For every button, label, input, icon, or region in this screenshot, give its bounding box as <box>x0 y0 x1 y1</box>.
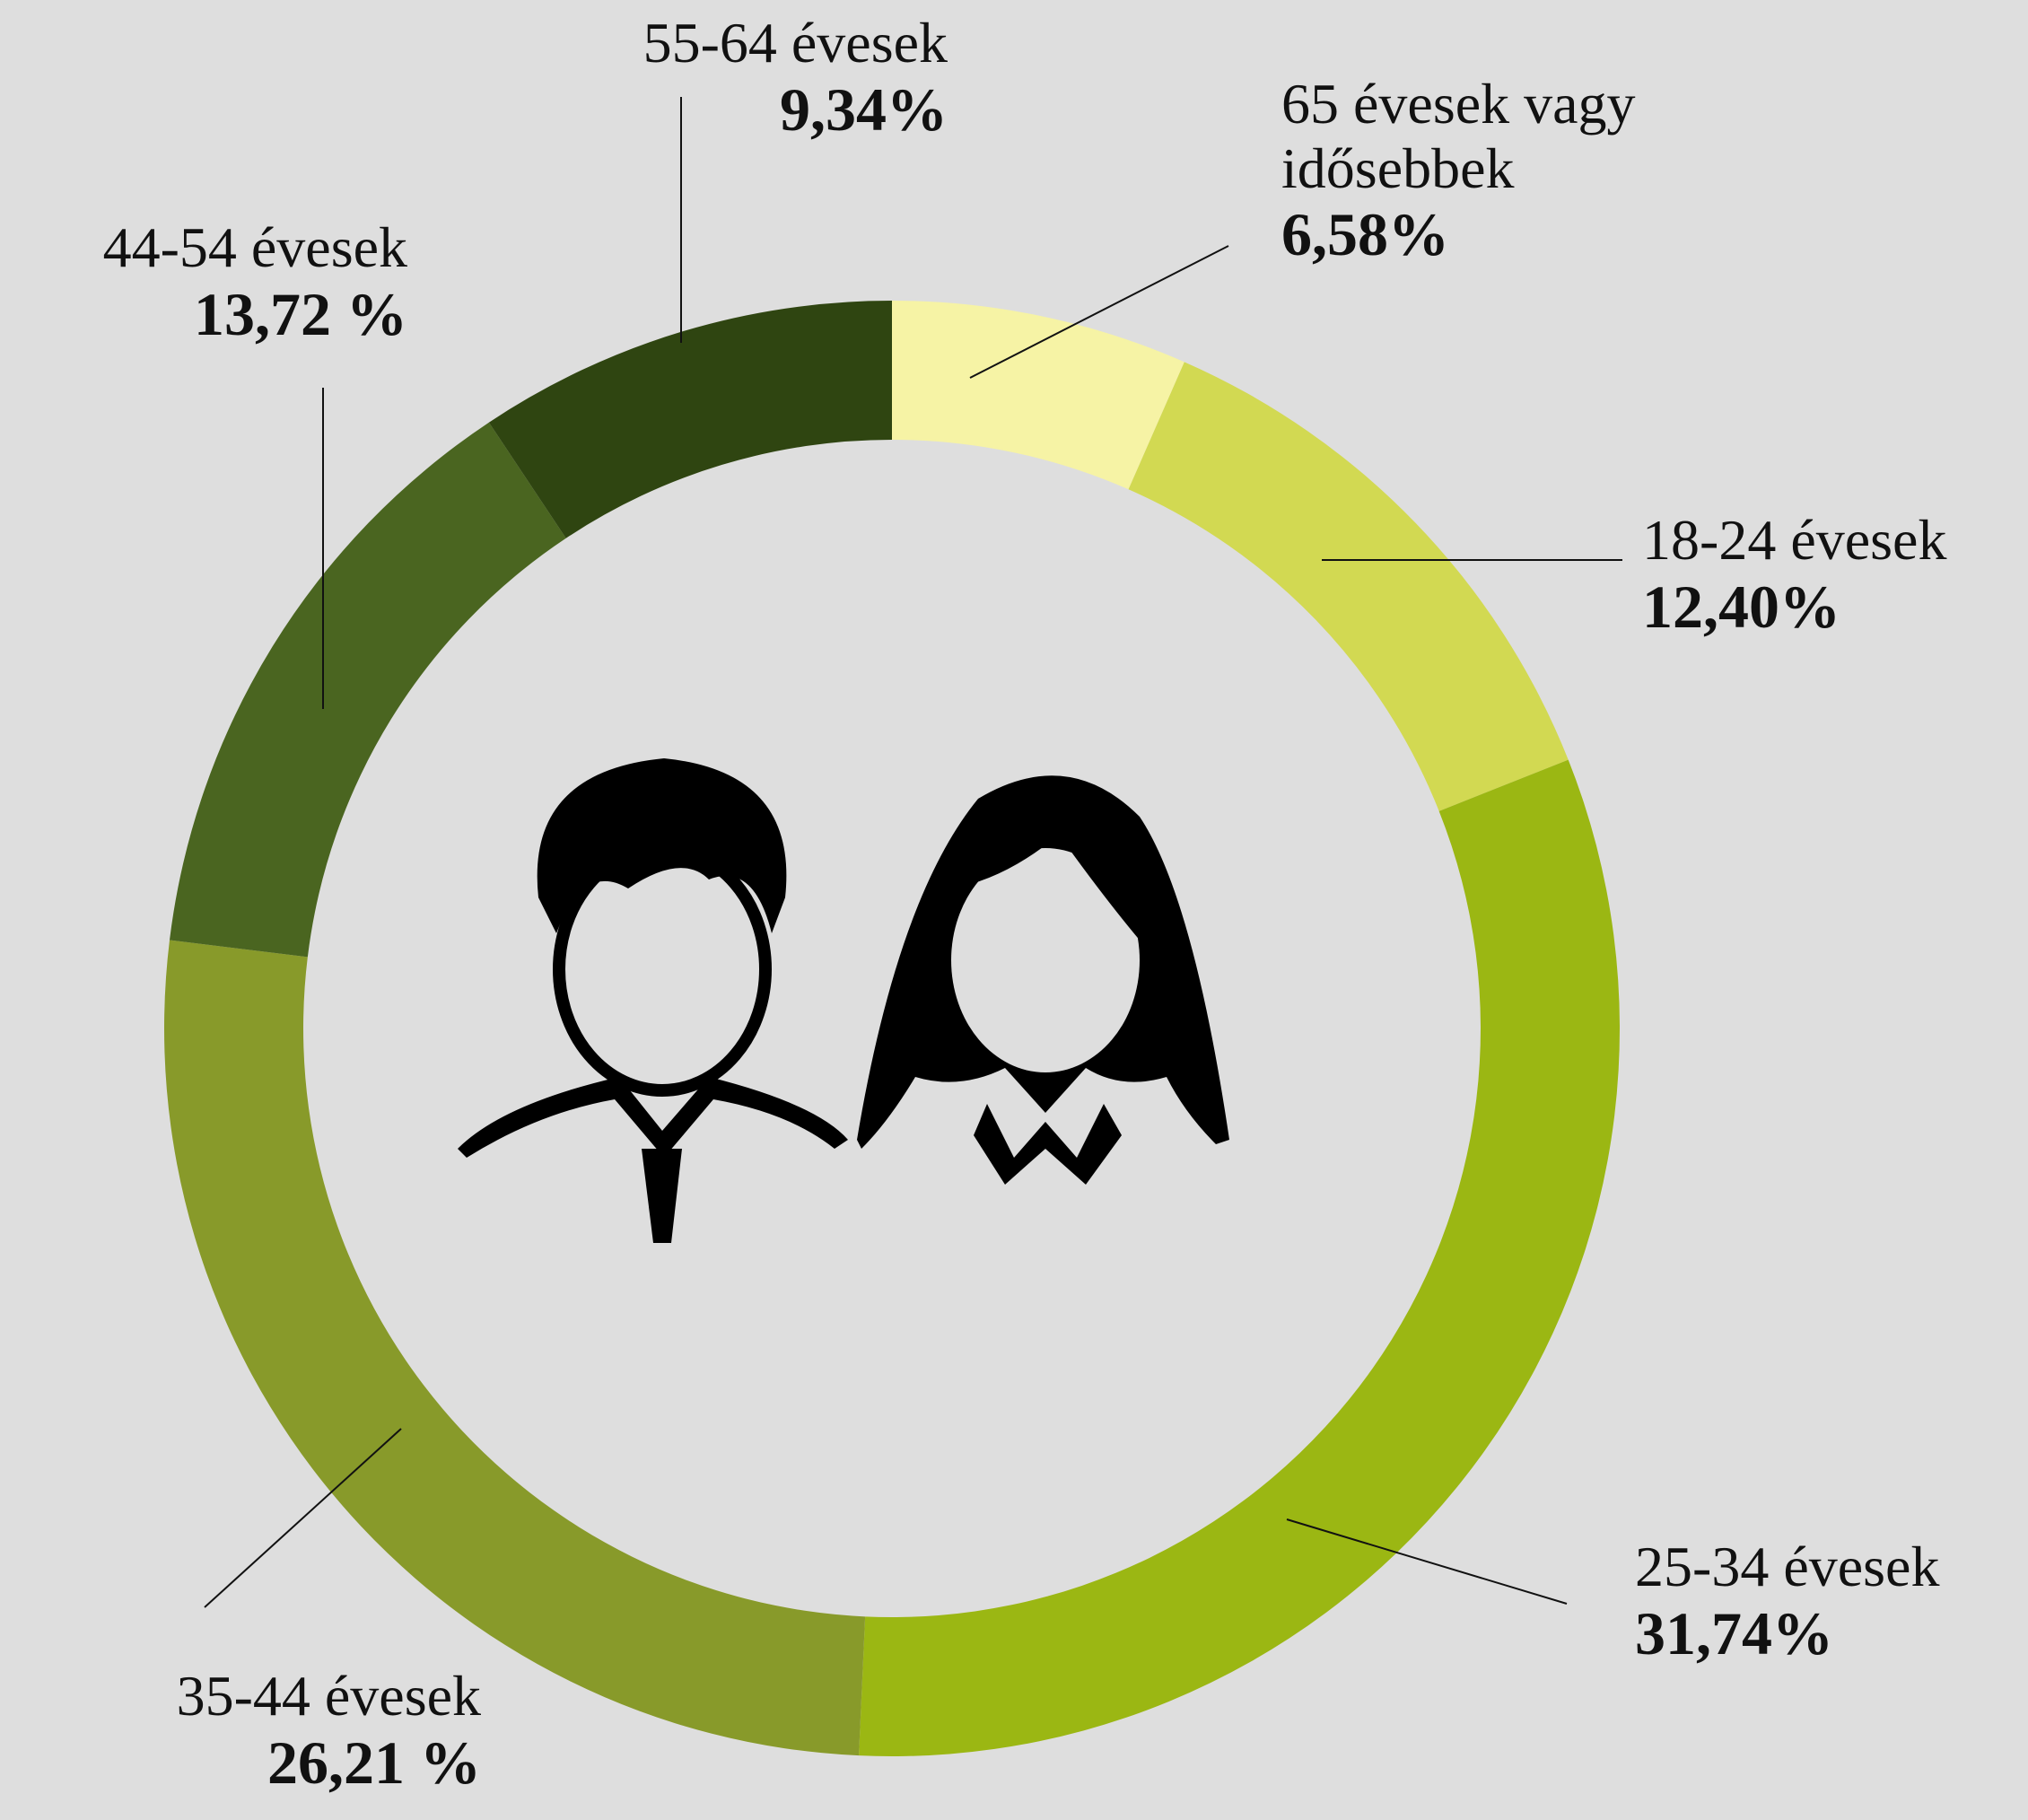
donut-segment <box>164 940 866 1756</box>
value-label: 6,58% <box>1281 200 1449 269</box>
leader-line <box>204 1428 402 1608</box>
category-label: 35-44 évesek <box>176 1664 481 1728</box>
people-icon <box>458 758 1229 1243</box>
label: 35-44 évesek 26,21 % <box>0 1664 481 1797</box>
value-label: 26,21 % <box>267 1728 481 1797</box>
donut-segment <box>170 422 566 958</box>
category-label: 65 évesek vagy idősebbek <box>1281 72 1636 200</box>
category-label: 25-34 évesek <box>1635 1535 1940 1598</box>
donut-segment <box>1128 362 1569 811</box>
label: 55-64 évesek 9,34% <box>409 11 948 144</box>
donut-segment <box>488 301 892 538</box>
category-label: 18-24 évesek <box>1642 508 1947 572</box>
label: 18-24 évesek 12,40% <box>1642 508 1946 641</box>
leader-line <box>1286 1518 1568 1605</box>
value-label: 9,34% <box>780 74 948 144</box>
value-label: 13,72 % <box>194 279 407 348</box>
category-label: 44-54 évesek <box>102 215 407 279</box>
donut-segment <box>892 301 1184 490</box>
value-label: 31,74% <box>1635 1598 1833 1667</box>
donut-segment <box>859 759 1620 1757</box>
label: 25-34 évesek 31,74% <box>1635 1535 1939 1667</box>
value-label: 12,40% <box>1642 572 1840 641</box>
category-label: 55-64 évesek <box>642 11 948 74</box>
label: 65 évesek vagy idősebbek 6,58% <box>1281 72 1766 269</box>
leader-line <box>969 245 1229 379</box>
label: 44-54 évesek 13,72 % <box>0 215 407 348</box>
